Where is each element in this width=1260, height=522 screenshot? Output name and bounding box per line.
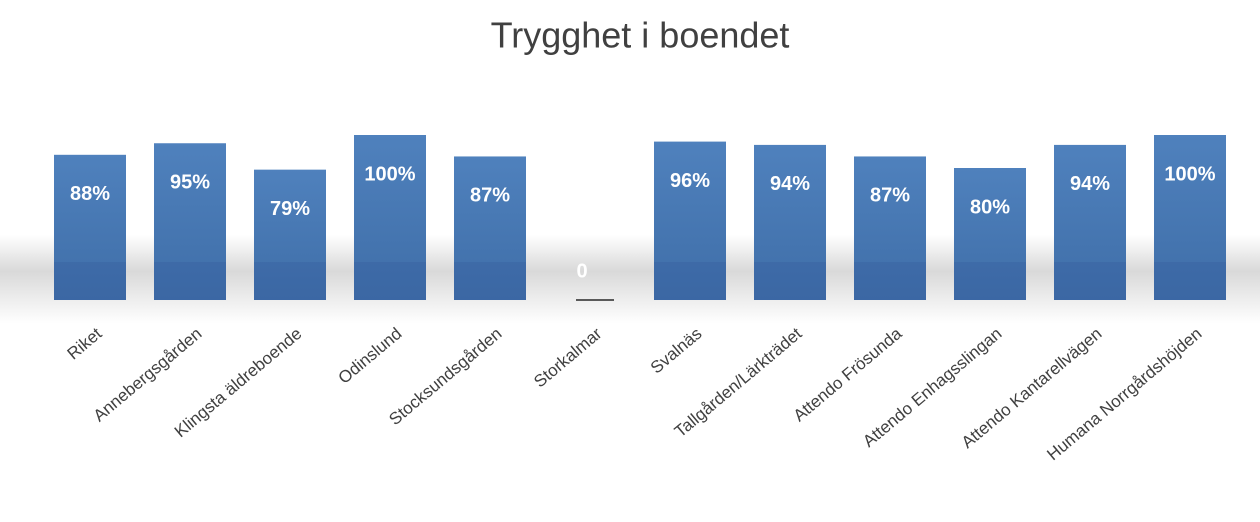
bar — [754, 144, 826, 300]
bar-shade — [254, 262, 326, 300]
value-label: 88% — [70, 183, 110, 205]
bar-shade — [954, 262, 1026, 300]
bar-shade — [854, 262, 926, 300]
bar-shade — [154, 262, 226, 300]
value-label: 95% — [170, 172, 210, 194]
bar-shade — [454, 262, 526, 300]
value-label: 94% — [770, 173, 810, 195]
bar — [454, 156, 526, 300]
value-label: 80% — [970, 196, 1010, 218]
bar — [654, 141, 726, 300]
value-label: 94% — [1070, 173, 1110, 195]
value-label: 79% — [270, 198, 310, 220]
bar-shade — [354, 262, 426, 300]
value-label: 100% — [364, 163, 415, 185]
bar — [54, 154, 126, 300]
bar — [954, 168, 1026, 300]
bar — [854, 156, 926, 300]
value-label: 0 — [576, 260, 587, 282]
bar-shade — [1154, 262, 1226, 300]
value-label: 96% — [670, 170, 710, 192]
bar — [154, 143, 226, 300]
value-label: 100% — [1164, 163, 1215, 185]
bar — [354, 135, 426, 300]
chart-title: Trygghet i boendet — [491, 15, 790, 56]
bar-shade — [754, 262, 826, 300]
bar — [1154, 135, 1226, 300]
bar-shade — [654, 262, 726, 300]
value-label: 87% — [870, 185, 910, 207]
value-label: 87% — [470, 185, 510, 207]
bar — [1054, 144, 1126, 300]
bar-shade — [54, 262, 126, 300]
bar-shade — [1054, 262, 1126, 300]
bar — [254, 169, 326, 300]
